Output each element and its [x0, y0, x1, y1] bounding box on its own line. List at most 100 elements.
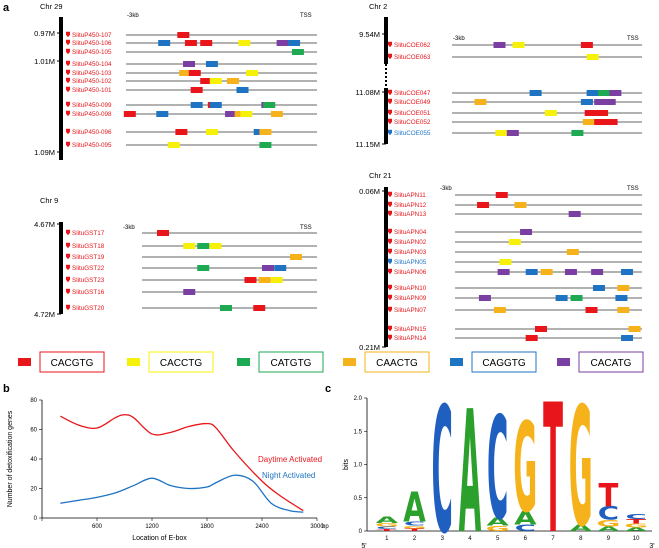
motif-red: [200, 40, 213, 46]
gene-marker-icon: [66, 39, 70, 46]
gene-name: SlituCOE049: [394, 99, 431, 106]
motif-green: [291, 49, 304, 55]
gene-marker-icon: [388, 334, 392, 341]
gene-row: SlituAPN13: [388, 210, 642, 218]
logo-letter-A: A: [597, 525, 620, 533]
legend-swatch: [343, 358, 356, 366]
gene-marker-icon: [388, 268, 392, 275]
gene-name: SlituGST20: [72, 305, 105, 312]
upstream-label: -3kb: [453, 36, 465, 42]
motif-green: [197, 265, 210, 271]
chromosome-bar: [384, 17, 388, 64]
gene-name: SlituP450-104: [72, 61, 112, 68]
gene-row: SlituAPN14: [388, 334, 642, 342]
y-tick-label: 0: [34, 516, 38, 522]
logo-letter-T: T: [543, 368, 563, 548]
gene-name: SlituGST19: [72, 254, 105, 261]
gene-row: SlituAPN02: [388, 238, 642, 246]
motif-orange: [290, 254, 302, 260]
motif-purple: [183, 289, 196, 295]
gene-name: SlituAPN03: [394, 249, 427, 256]
gene-row: SlituP450-107: [66, 31, 317, 39]
logo-y-tick-label: 2.0: [354, 396, 363, 402]
legend-item: CACGTG: [18, 351, 105, 373]
chromosome-label: Chr 9: [40, 196, 58, 205]
logo-y-axis-label: bits: [343, 459, 350, 470]
chromosome-bar: [384, 187, 388, 347]
gene-name: SlituP450-107: [72, 32, 112, 39]
gene-row: SlituAPN03: [388, 248, 642, 256]
gene-marker-icon: [66, 264, 70, 271]
motif-yellow: [246, 70, 259, 76]
logo-y-tick-label: 1.5: [354, 429, 363, 435]
chromosome-label: Chr 29: [40, 2, 63, 11]
logo-position-label: 9: [607, 536, 611, 542]
logo-letter-G: G: [569, 373, 593, 548]
motif-yellow: [495, 130, 508, 136]
gene-marker-icon: [388, 306, 392, 313]
chromosome-label: Chr 21: [369, 171, 392, 180]
motif-blue: [555, 295, 568, 301]
logo-letter-C: C: [404, 521, 425, 527]
panel-c-label: c: [325, 383, 331, 395]
upstream-label: -3kb: [127, 13, 139, 19]
gene-row: SlituCOE055: [388, 129, 642, 137]
gene-marker-icon: [388, 41, 392, 48]
gene-name: SlituAPN11: [394, 192, 426, 199]
motif-red: [157, 230, 169, 236]
motif-yellow: [499, 259, 512, 265]
series-label: Night Activated: [262, 471, 315, 480]
legend-label: CACGTG: [51, 358, 94, 369]
motif-red: [190, 87, 203, 93]
panel-b-label: b: [3, 383, 10, 395]
logo-letter-G: G: [597, 518, 621, 529]
motif-yellow: [238, 40, 251, 46]
legend-item: CATGTG: [237, 351, 324, 373]
motif-yellow: [205, 129, 218, 135]
gene-marker-icon: [66, 276, 70, 283]
x-axis-label: Location of E-box: [132, 535, 187, 542]
motif-yellow: [508, 239, 521, 245]
gene-marker-icon: [388, 109, 392, 116]
motif-blue: [274, 265, 287, 271]
motif-yellow: [167, 142, 180, 148]
motif-orange: [582, 119, 595, 125]
motif-yellow: [183, 243, 196, 249]
chromosome-label: Chr 2: [369, 2, 387, 11]
motif-purple: [506, 130, 519, 136]
legend-swatch: [450, 358, 463, 366]
upstream-label: -3kb: [123, 225, 135, 231]
gene-name: SlituP450-102: [72, 78, 112, 85]
gene-marker-icon: [66, 141, 70, 148]
gene-name: SlituGST16: [72, 289, 105, 296]
tss-label: TSS: [627, 36, 639, 42]
gene-marker-icon: [66, 77, 70, 84]
motif-blue: [205, 61, 218, 67]
gene-marker-icon: [388, 98, 392, 105]
motif-yellow: [270, 277, 283, 283]
logo-position-label: 2: [413, 536, 417, 542]
motif-orange: [259, 129, 272, 135]
logo-letter-A: A: [403, 485, 426, 532]
gene-row: SlituAPN11: [388, 191, 642, 199]
gene-name: SlituGST23: [72, 277, 105, 284]
motif-purple: [478, 295, 491, 301]
gene-name: SlituCOE047: [394, 90, 431, 97]
motif-green: [263, 102, 276, 108]
x-tick-label: 600: [92, 524, 103, 530]
gene-row: SlituCOE047: [388, 89, 642, 97]
motif-red: [495, 192, 508, 198]
gene-row: SlituP450-106: [66, 39, 317, 47]
gene-row: SlituAPN10: [388, 284, 642, 292]
gene-marker-icon: [388, 53, 392, 60]
gene-row: SlituP450-104: [66, 60, 317, 68]
motif-orange: [493, 307, 506, 313]
motif-yellow: [586, 54, 599, 60]
legend-swatch: [557, 358, 570, 366]
logo-y-tick-label: 0: [359, 529, 363, 535]
panel-a-label: a: [3, 2, 10, 14]
logo-letter-G: G: [486, 524, 510, 533]
motif-blue: [190, 102, 203, 108]
y-axis-label: Number of detoxification genes: [7, 410, 14, 507]
logo-letter-G: G: [375, 522, 399, 527]
